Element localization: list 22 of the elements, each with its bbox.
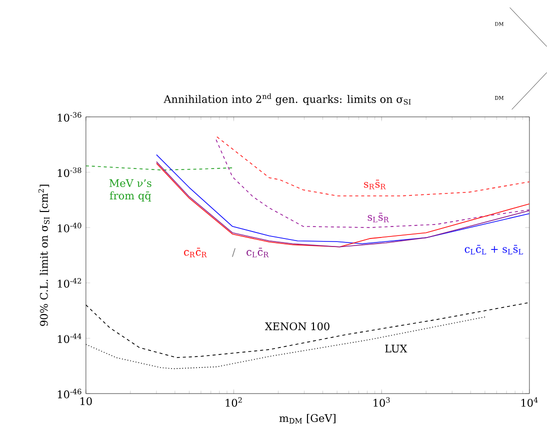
series-label: s$_{R}$s̄$_{R}$	[364, 180, 386, 190]
y-tick-label: 10$^{-38}$	[58, 168, 82, 178]
x-tick-label: 10	[80, 398, 92, 406]
series-label: MeV ν’s from qq̄	[109, 180, 152, 202]
series-label: LUX	[385, 345, 408, 353]
y-tick-label: 10$^{-36}$	[58, 112, 82, 122]
y-tick-label: 10$^{-46}$	[58, 389, 82, 399]
x-axis-title: m$_{DM}$ [GeV]	[279, 414, 336, 424]
x-tick-label: 10$^{2}$	[226, 398, 242, 408]
series-label: c$_{L}$c̄$_{L}$ + s$_{L}$s̄$_{L}$	[464, 245, 523, 255]
chart-title: Annihilation into 2$^{nd}$ gen. quarks: limits on σ$_{SI}$	[164, 94, 411, 106]
x-tick-label: 10$^{3}$	[374, 398, 390, 408]
text: c$_{R}$c̄$_{R}$	[184, 248, 207, 258]
annotation: /	[232, 248, 236, 258]
x-tick-label: 10$^{4}$	[521, 398, 538, 408]
y-tick-label: 10$^{-44}$	[58, 334, 82, 344]
series-label: c$_{L}$c̄$_{R}$	[246, 248, 269, 258]
y-axis-title: 90% C.L. limit on σ$_{SI}$ [cm$^{2}$]	[38, 184, 50, 326]
series-label: s$_{L}$s̄$_{R}$	[368, 213, 390, 223]
y-tick-label: 10$^{-42}$	[58, 278, 82, 288]
series-label: XENON 100	[264, 322, 330, 330]
y-tick-label: 10$^{-40}$	[58, 223, 82, 233]
